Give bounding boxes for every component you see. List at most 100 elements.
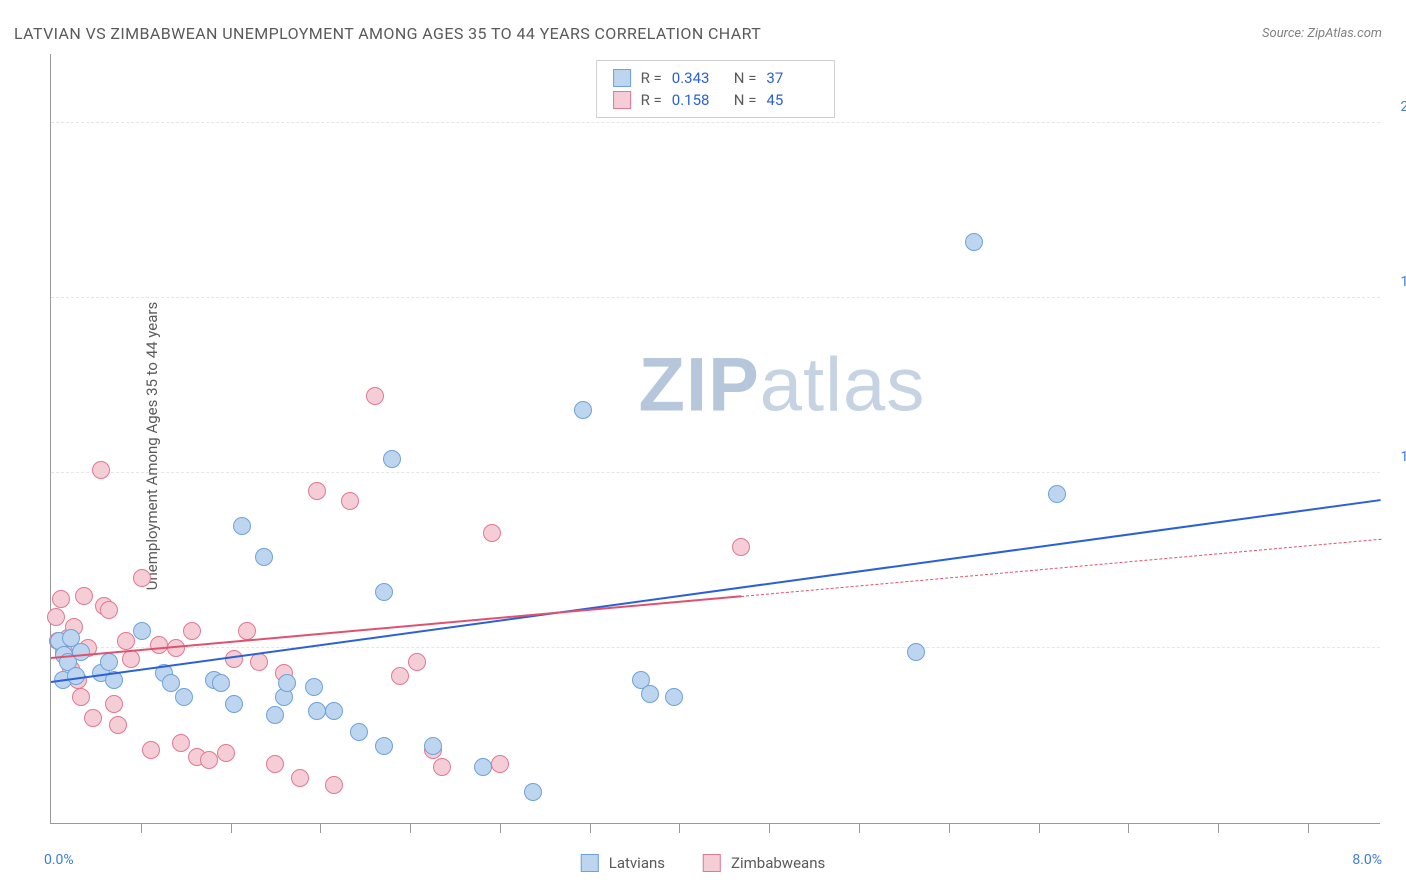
gridline xyxy=(51,297,1380,298)
data-point-zimbabweans xyxy=(408,653,426,671)
data-point-latvians xyxy=(641,685,659,703)
data-point-zimbabweans xyxy=(291,769,309,787)
x-tick xyxy=(500,823,501,833)
y-tick-label: 20.0% xyxy=(1400,99,1406,115)
data-point-zimbabweans xyxy=(325,776,343,794)
swatch-latvians xyxy=(613,69,631,87)
data-point-zimbabweans xyxy=(75,587,93,605)
data-point-latvians xyxy=(308,702,326,720)
data-point-zimbabweans xyxy=(732,538,750,556)
data-point-zimbabweans xyxy=(183,622,201,640)
scatter-plot-area: ZIPatlas R = 0.343 N = 37 R = 0.158 N = … xyxy=(50,54,1380,824)
data-point-zimbabweans xyxy=(391,667,409,685)
legend-label-latvians: Latvians xyxy=(609,854,665,872)
x-tick xyxy=(141,823,142,833)
data-point-latvians xyxy=(175,688,193,706)
x-tick xyxy=(1308,823,1309,833)
r-label: R = xyxy=(641,69,662,87)
watermark-bold: ZIP xyxy=(639,342,760,427)
data-point-zimbabweans xyxy=(92,461,110,479)
watermark-thin: atlas xyxy=(760,342,926,427)
x-tick xyxy=(859,823,860,833)
gridline xyxy=(51,472,1380,473)
watermark: ZIPatlas xyxy=(639,341,926,428)
data-point-latvians xyxy=(100,653,118,671)
data-point-zimbabweans xyxy=(266,755,284,773)
data-point-zimbabweans xyxy=(483,524,501,542)
legend-label-zimbabweans: Zimbabweans xyxy=(731,854,825,872)
data-point-latvians xyxy=(907,643,925,661)
data-point-latvians xyxy=(266,706,284,724)
x-tick xyxy=(320,823,321,833)
trendline xyxy=(51,595,741,659)
trendline xyxy=(741,539,1381,597)
x-tick xyxy=(679,823,680,833)
data-point-latvians xyxy=(524,783,542,801)
data-point-zimbabweans xyxy=(250,653,268,671)
data-point-latvians xyxy=(305,678,323,696)
data-point-latvians xyxy=(233,517,251,535)
x-axis-min-label: 0.0% xyxy=(44,852,74,868)
source-attribution: Source: ZipAtlas.com xyxy=(1262,26,1382,41)
data-point-latvians xyxy=(133,622,151,640)
x-tick xyxy=(1128,823,1129,833)
stats-row-latvians: R = 0.343 N = 37 xyxy=(597,67,835,89)
x-tick xyxy=(410,823,411,833)
data-point-zimbabweans xyxy=(341,492,359,510)
y-tick-label: 10.0% xyxy=(1400,449,1406,465)
x-tick xyxy=(949,823,950,833)
data-point-latvians xyxy=(1048,485,1066,503)
data-point-zimbabweans xyxy=(308,482,326,500)
correlation-stats-box: R = 0.343 N = 37 R = 0.158 N = 45 xyxy=(596,60,836,118)
data-point-zimbabweans xyxy=(47,608,65,626)
data-point-latvians xyxy=(375,583,393,601)
n-label: N = xyxy=(734,69,757,87)
data-point-latvians xyxy=(424,737,442,755)
data-point-latvians xyxy=(665,688,683,706)
data-point-latvians xyxy=(255,548,273,566)
x-axis-max-label: 8.0% xyxy=(1352,852,1382,868)
stats-row-zimbabweans: R = 0.158 N = 45 xyxy=(597,89,835,111)
legend-swatch-zimbabweans xyxy=(703,854,721,872)
data-point-latvians xyxy=(965,233,983,251)
data-point-latvians xyxy=(375,737,393,755)
data-point-zimbabweans xyxy=(433,758,451,776)
data-point-zimbabweans xyxy=(217,744,235,762)
data-point-zimbabweans xyxy=(52,590,70,608)
data-point-zimbabweans xyxy=(172,734,190,752)
data-point-zimbabweans xyxy=(491,755,509,773)
legend-item-latvians: Latvians xyxy=(581,854,665,872)
data-point-zimbabweans xyxy=(150,636,168,654)
chart-title: LATVIAN VS ZIMBABWEAN UNEMPLOYMENT AMONG… xyxy=(14,24,761,43)
data-point-latvians xyxy=(474,758,492,776)
x-tick xyxy=(1218,823,1219,833)
legend-swatch-latvians xyxy=(581,854,599,872)
legend: Latvians Zimbabweans xyxy=(581,854,825,872)
data-point-zimbabweans xyxy=(117,632,135,650)
r-value-zimbabweans: 0.158 xyxy=(672,91,724,109)
data-point-latvians xyxy=(574,401,592,419)
data-point-zimbabweans xyxy=(238,622,256,640)
gridline xyxy=(51,122,1380,123)
data-point-latvians xyxy=(325,702,343,720)
data-point-latvians xyxy=(350,723,368,741)
y-tick-label: 15.0% xyxy=(1400,274,1406,290)
gridline xyxy=(51,647,1380,648)
data-point-zimbabweans xyxy=(105,695,123,713)
n-value-zimbabweans: 45 xyxy=(766,91,818,109)
data-point-zimbabweans xyxy=(200,751,218,769)
data-point-latvians xyxy=(278,674,296,692)
swatch-zimbabweans xyxy=(613,91,631,109)
n-label: N = xyxy=(734,91,757,109)
data-point-zimbabweans xyxy=(72,688,90,706)
data-point-latvians xyxy=(162,674,180,692)
data-point-zimbabweans xyxy=(84,709,102,727)
data-point-latvians xyxy=(212,674,230,692)
x-tick xyxy=(769,823,770,833)
n-value-latvians: 37 xyxy=(766,69,818,87)
data-point-zimbabweans xyxy=(109,716,127,734)
x-tick xyxy=(1039,823,1040,833)
data-point-zimbabweans xyxy=(133,569,151,587)
r-label: R = xyxy=(641,91,662,109)
data-point-zimbabweans xyxy=(142,741,160,759)
